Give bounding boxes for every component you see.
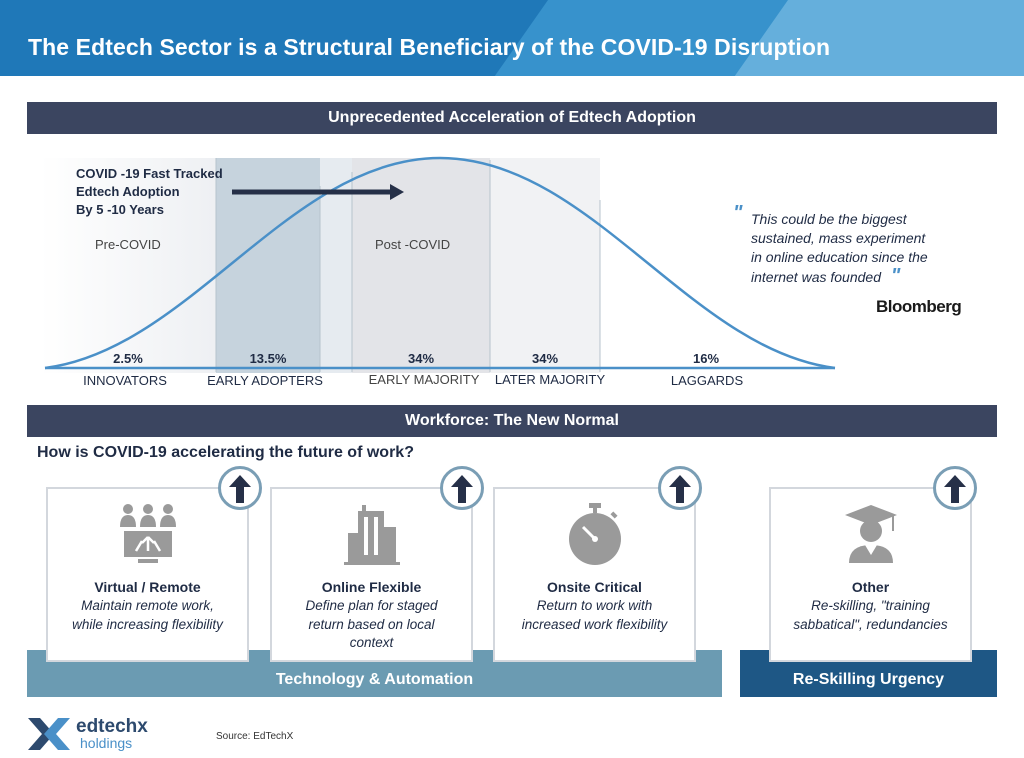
early-majority-label: EARLY MAJORITY	[369, 372, 480, 387]
pre-covid-label: Pre-COVID	[95, 237, 161, 252]
adoption-curve-chart: Pre-COVID Post -COVID 2.5% 13.5% 34% 34%…	[40, 156, 836, 388]
up-arrow-icon	[933, 466, 977, 510]
post-covid-label: Post -COVID	[375, 237, 450, 252]
up-arrow-icon	[440, 466, 484, 510]
workforce-question: How is COVID-19 accelerating the future …	[37, 444, 414, 461]
innovators-percent: 2.5%	[113, 351, 143, 366]
card-title: Other	[851, 579, 890, 595]
source-note: Source: EdTechX	[216, 731, 294, 742]
card-virtual-remote: Virtual / Remote Maintain remote work, w…	[46, 487, 249, 662]
stopwatch-icon	[563, 501, 627, 572]
logo-sub: holdings	[80, 735, 132, 751]
close-quote-icon: "	[890, 265, 901, 287]
workforce-section-header: Workforce: The New Normal	[27, 405, 997, 437]
laggards-percent: 16%	[693, 351, 719, 366]
quote-line: This could be the biggest	[751, 211, 907, 227]
quote-line: sustained, mass experiment	[751, 230, 926, 246]
office-building-icon	[340, 501, 404, 572]
adoption-section-header: Unprecedented Acceleration of Edtech Ado…	[27, 102, 997, 134]
page-title: The Edtech Sector is a Structural Benefi…	[28, 34, 831, 60]
fast-track-arrow	[390, 184, 404, 200]
card-onsite-critical: Onsite Critical Return to work with incr…	[493, 487, 696, 662]
later-majority-zone	[490, 158, 600, 373]
fast-track-line: Edtech Adoption	[76, 184, 180, 199]
bloomberg-quote: " This could be the biggest sustained, m…	[733, 203, 975, 287]
card-description: Maintain remote work, while increasing f…	[72, 598, 223, 632]
graduate-icon	[839, 501, 903, 572]
card-online-flexible: Online Flexible Define plan for staged r…	[270, 487, 473, 662]
card-title: Virtual / Remote	[94, 579, 201, 595]
card-description: Re-skilling, "training sabbatical", redu…	[793, 598, 948, 632]
open-quote-icon: "	[733, 202, 743, 224]
edtechx-logo: edtechx holdings	[28, 716, 168, 757]
card-description: Return to work with increased work flexi…	[521, 598, 668, 632]
quote-line: in online education since the	[751, 249, 928, 265]
card-description: Define plan for staged return based on l…	[305, 598, 438, 650]
laggards-label: LAGGARDS	[671, 373, 744, 388]
bell-curve	[44, 156, 836, 370]
later-majority-label: LATER MAJORITY	[495, 372, 606, 387]
fast-track-note: COVID -19 Fast Tracked Edtech Adoption B…	[76, 165, 236, 219]
logo-name: edtechx	[76, 716, 148, 737]
card-title: Onsite Critical	[547, 579, 642, 595]
early-adopters-label: EARLY ADOPTERS	[207, 373, 323, 388]
early-majority-percent: 34%	[408, 351, 434, 366]
card-title: Online Flexible	[321, 579, 422, 595]
fast-track-line: By 5 -10 Years	[76, 202, 164, 217]
early-adopters-percent: 13.5%	[250, 351, 287, 366]
later-majority-percent: 34%	[532, 351, 558, 366]
up-arrow-icon	[658, 466, 702, 510]
quote-line: internet was founded "	[751, 265, 901, 287]
innovators-label: INNOVATORS	[83, 373, 167, 388]
header-banner	[0, 0, 1024, 76]
remote-workers-icon	[116, 501, 180, 572]
bloomberg-logo: Bloomberg	[876, 297, 962, 316]
up-arrow-icon	[218, 466, 262, 510]
card-other: Other Re-skilling, "training sabbatical"…	[769, 487, 972, 662]
innovators-zone	[40, 158, 216, 373]
fast-track-line: COVID -19 Fast Tracked	[76, 166, 223, 181]
